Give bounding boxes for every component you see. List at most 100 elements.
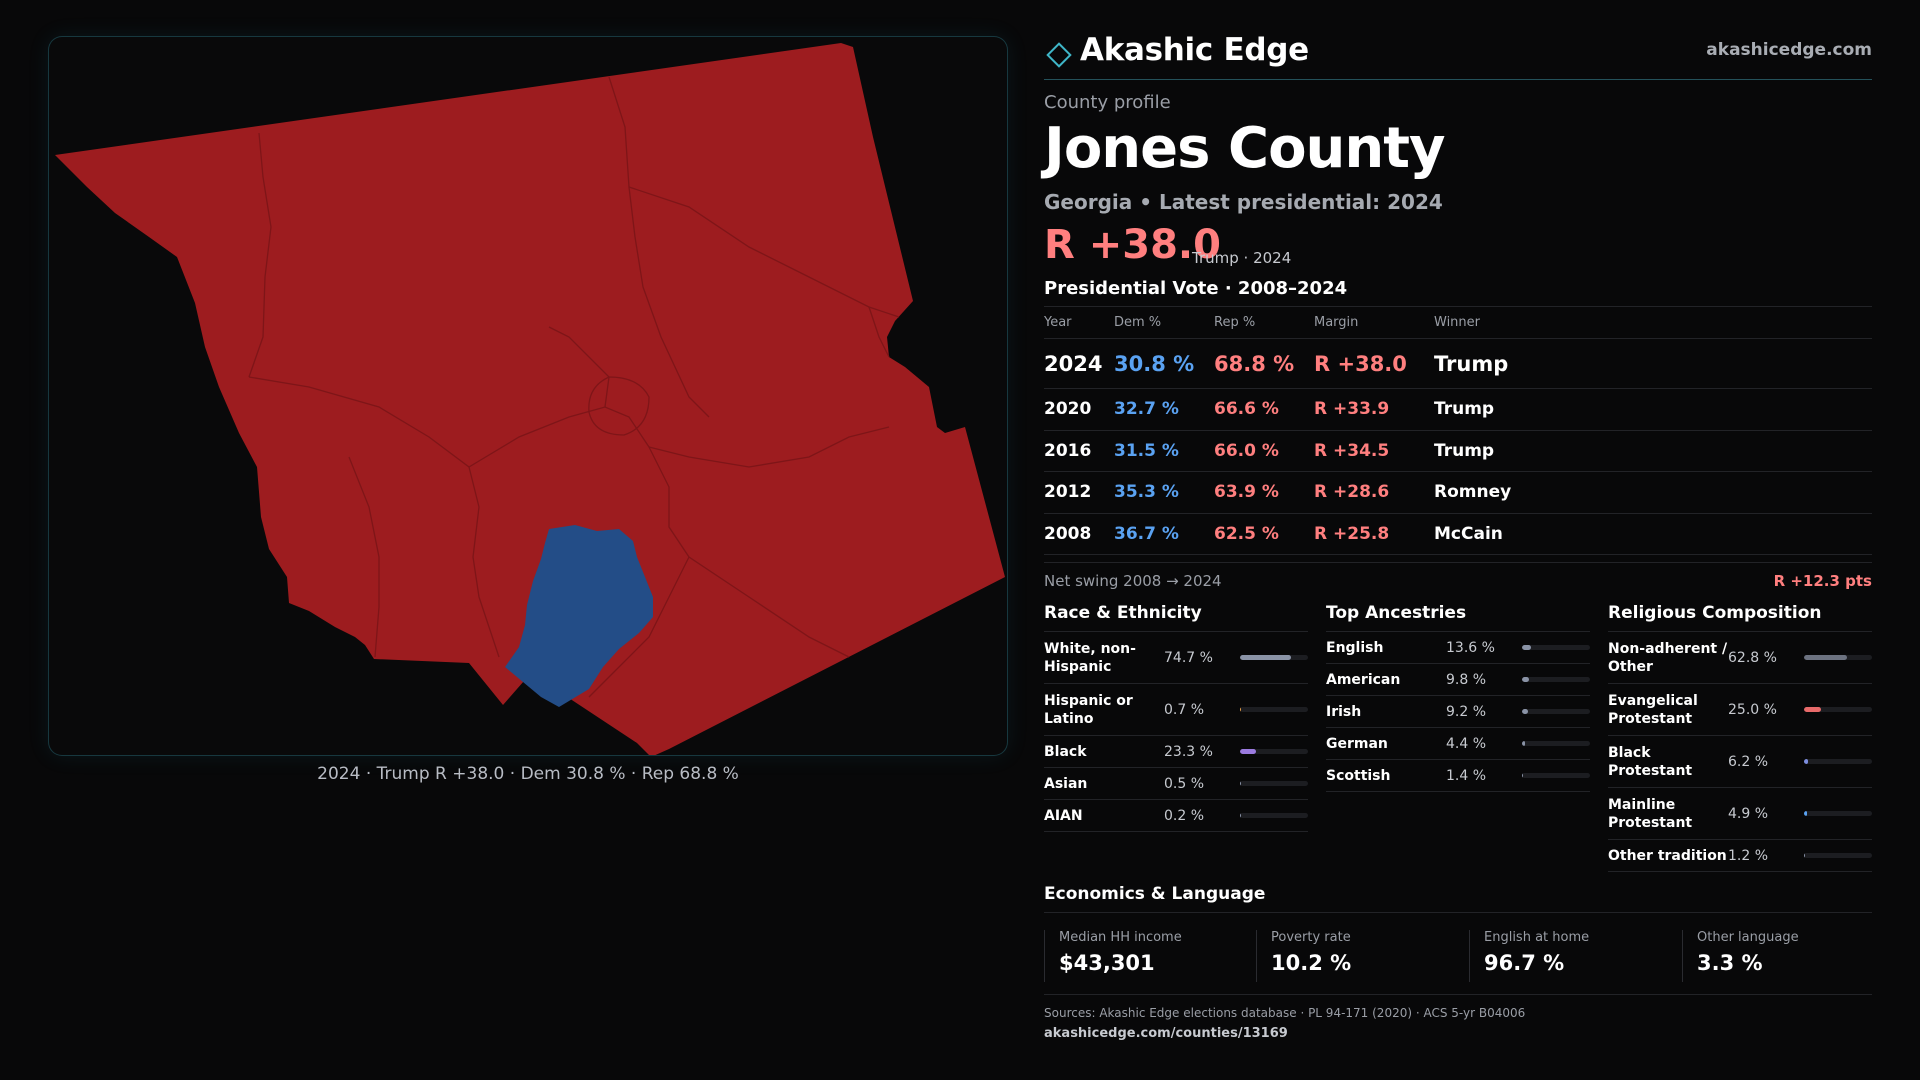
vote-cell-winner: McCain [1434,513,1872,555]
ancestry-panel: Top Ancestries English 13.6 % American 9.8 … [1326,600,1590,792]
ancestry-title: Top Ancestries [1326,600,1590,632]
race-bar-fill [1240,749,1256,754]
religion-panel: Religious Composition Non-adherent / Oth… [1608,600,1872,872]
dem-precinct-region[interactable] [505,525,653,707]
race-bar-fill [1240,813,1242,818]
ancestry-bar [1522,741,1590,746]
religion-bar-fill [1804,707,1821,712]
religion-row: Other tradition 1.2 % [1608,840,1872,872]
swing-label: Net swing 2008 → 2024 [1044,572,1222,590]
ancestry-name: American [1326,671,1401,688]
brand-url-link[interactable]: akashicedge.com [1706,40,1872,60]
vote-cell-winner: Trump [1434,388,1872,431]
race-name: White, non-Hispanic [1044,640,1136,675]
religion-row: Evangelical Protestant 25.0 % [1608,684,1872,736]
race-bar-fill [1240,781,1242,786]
vote-cell-year: 2016 [1044,430,1114,472]
vote-cell-margin: R +25.8 [1314,513,1434,555]
vote-cell-rep: 66.0 % [1214,430,1314,472]
vote-cell-dem: 36.7 % [1114,513,1214,555]
county-url-link[interactable]: akashicedge.com/counties/13169 [1044,1026,1288,1041]
county-subtitle: Georgia • Latest presidential: 2024 [1044,190,1443,214]
county-map[interactable] [48,36,1008,756]
ancestry-row: American 9.8 % [1326,664,1590,696]
vote-table-header: Year Dem % Rep % Margin Winner [1044,306,1872,339]
religion-bar-fill [1804,811,1808,816]
race-pct: 74.7 % [1164,649,1213,666]
vote-cell-margin: R +28.6 [1314,471,1434,514]
col-year: Year [1044,306,1114,339]
ancestry-bar [1522,709,1590,714]
vote-cell-dem: 35.3 % [1114,471,1214,514]
vote-cell-winner: Trump [1434,430,1872,472]
vote-cell-year: 2020 [1044,388,1114,431]
col-rep: Rep % [1214,306,1314,339]
map-caption: 2024 · Trump R +38.0 · Dem 30.8 % · Rep … [317,764,739,784]
race-row: Black 23.3 % [1044,736,1308,768]
vote-cell-winner: Trump [1434,338,1872,389]
vote-row-2020: 2020 32.7 % 66.6 % R +33.9 Trump [1044,388,1872,431]
ancestry-pct: 9.8 % [1446,671,1487,688]
religion-name: Other tradition [1608,847,1727,864]
profile-kicker: County profile [1044,92,1171,113]
brand-name: Akashic Edge [1080,32,1309,68]
ancestry-bar-fill [1522,741,1525,746]
ancestry-bar-fill [1522,773,1524,778]
vote-row-2008: 2008 36.7 % 62.5 % R +25.8 McCain [1044,513,1872,555]
religion-bar [1804,853,1872,858]
vote-row-2016: 2016 31.5 % 66.0 % R +34.5 Trump [1044,430,1872,472]
vote-row-2012: 2012 35.3 % 63.9 % R +28.6 Romney [1044,471,1872,514]
religion-name: Non-adherent / Other [1608,640,1728,675]
religion-name: Evangelical Protestant [1608,692,1698,727]
vote-cell-rep: 68.8 % [1214,338,1314,389]
ancestry-bar-fill [1522,677,1529,682]
religion-bar [1804,811,1872,816]
religion-pct: 6.2 % [1728,753,1769,770]
precinct-borders [248,76,900,698]
race-row: Hispanic or Latino 0.7 % [1044,684,1308,736]
race-bar [1240,749,1308,754]
religion-pct: 62.8 % [1728,649,1777,666]
ancestry-bar [1522,677,1590,682]
ancestry-row: English 13.6 % [1326,632,1590,664]
vote-cell-margin: R +38.0 [1314,338,1434,389]
race-title: Race & Ethnicity [1044,600,1308,632]
vote-cell-dem: 32.7 % [1114,388,1214,431]
swing-value: R +12.3 pts [1773,572,1872,590]
religion-name: Mainline Protestant [1608,796,1693,831]
economics-title: Economics & Language [1044,884,1266,904]
col-margin: Margin [1314,306,1434,339]
econ-label: Median HH income [1059,930,1182,945]
econ-card-income: Median HH income $43,301 [1044,930,1254,982]
vote-cell-margin: R +34.5 [1314,430,1434,472]
religion-row: Black Protestant 6.2 % [1608,736,1872,788]
race-bar-fill [1240,655,1291,660]
race-name: Asian [1044,775,1088,792]
headline-margin-note: Trump · 2024 [1192,249,1292,267]
race-row: Asian 0.5 % [1044,768,1308,800]
religion-bar-fill [1804,759,1809,764]
race-pct: 0.2 % [1164,807,1205,824]
ancestry-pct: 4.4 % [1446,735,1487,752]
rep-precinct-region[interactable] [55,43,1005,756]
econ-value: 3.3 % [1697,951,1763,975]
ancestry-row: German 4.4 % [1326,728,1590,760]
religion-title: Religious Composition [1608,600,1872,632]
col-winner: Winner [1434,306,1872,339]
vote-cell-dem: 30.8 % [1114,338,1214,389]
race-bar [1240,781,1308,786]
econ-value: 96.7 % [1484,951,1565,975]
vote-section-title: Presidential Vote · 2008–2024 [1044,278,1348,299]
county-map-svg [55,43,1005,756]
sources-note: Sources: Akashic Edge elections database… [1044,1006,1526,1020]
race-pct: 23.3 % [1164,743,1213,760]
econ-label: English at home [1484,930,1590,945]
vote-cell-rep: 66.6 % [1214,388,1314,431]
vote-row-2024: 2024 30.8 % 68.8 % R +38.0 Trump [1044,338,1872,389]
econ-value: $43,301 [1059,951,1155,975]
vote-cell-year: 2008 [1044,513,1114,555]
econ-value: 10.2 % [1271,951,1352,975]
vote-table: Year Dem % Rep % Margin Winner 2024 30.8 … [1044,306,1872,555]
page-title: Jones County [1044,116,1446,181]
vote-cell-margin: R +33.9 [1314,388,1434,431]
